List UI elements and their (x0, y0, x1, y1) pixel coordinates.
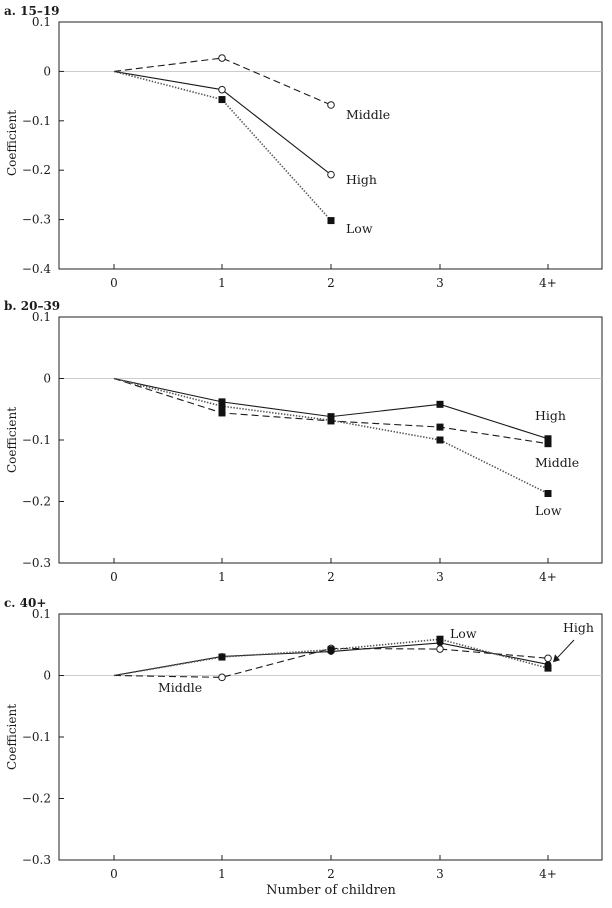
panel-b-y-tick-label: 0 (43, 372, 51, 386)
panel-c-series-low-point (218, 653, 226, 661)
panel-c-high-arrow-shaft (555, 639, 575, 660)
panel-b-series-middle-point (436, 423, 444, 431)
panel-a-x-tick-label: 2 (327, 276, 335, 290)
panel-c-series-low-line (113, 638, 549, 677)
panel-c-series-low-point (544, 664, 552, 672)
panel-a-frame (58, 21, 603, 270)
y-axis-label-panel-b: Coefficient (5, 407, 19, 473)
panel-a-series-middle-label: Middle (346, 107, 390, 122)
panel-b-x-tick-label: 2 (327, 570, 335, 584)
panel-c-y-tick-label: −0.2 (22, 792, 51, 806)
panel-a-y-tick-label: −0.4 (22, 262, 52, 276)
panel-c-y-tick-label: 0.1 (32, 607, 51, 621)
panel-b-series-middle-point (544, 440, 552, 448)
panel-b-series-high-label: High (535, 408, 566, 423)
panel-a-y-tick-label: −0.3 (22, 213, 51, 227)
panel-a-y-tick-label: −0.2 (22, 163, 51, 177)
panel-c-series-low-point (327, 646, 335, 654)
panel-a-x-tick-label: 4+ (539, 276, 557, 290)
panel-b-series-middle-line (113, 377, 549, 445)
panel-a-series-middle-point (327, 101, 335, 109)
panel-b-series-low-point (218, 402, 226, 410)
panel-c-title: c. 40+ (4, 596, 46, 610)
panel-c-y-tick-label: −0.3 (22, 853, 51, 867)
panel-b-y-tick-label: 0.1 (32, 310, 51, 324)
panel-b-series-high-line (113, 377, 549, 440)
panel-a-x-tick-label: 0 (110, 276, 118, 290)
panel-c-series-low-label: Low (450, 626, 477, 641)
panel-c-x-tick-label: 1 (218, 867, 226, 881)
panel-b-y-tick-label: −0.3 (22, 556, 51, 570)
panel-a-title: a. 15–19 (4, 4, 60, 18)
panel-a-y-tick-label: 0.1 (32, 15, 51, 29)
panel-b-series-low-label: Low (535, 503, 562, 518)
panel-b-title: b. 20–39 (4, 299, 60, 313)
panel-b-series-high-point (327, 413, 335, 421)
panel-b-y-tick-label: −0.2 (22, 495, 51, 509)
panel-a-series-high-point (327, 170, 335, 179)
panel-b-x-tick-label: 3 (436, 570, 444, 584)
panel-c-series-middle-point (218, 673, 226, 682)
panel-a-y-tick-label: −0.1 (22, 114, 51, 128)
panel-c-series-middle-point (436, 645, 444, 653)
panel-c-high-arrow-head (553, 654, 560, 663)
y-axis-label-panel-a: Coefficient (5, 110, 19, 176)
panel-a-series-low-label: Low (346, 221, 373, 236)
y-axis-label-panel-c: Coefficient (5, 704, 19, 770)
panel-b-x-tick-label: 0 (110, 570, 118, 584)
panel-b-x-tick-label: 1 (218, 570, 226, 584)
panel-b-series-middle-point (218, 409, 226, 417)
panel-a-series-low-point (218, 96, 226, 104)
panel-a-series-low-point (327, 217, 335, 225)
x-axis-label: Number of children (266, 883, 396, 898)
panel-a-series-high-point (218, 85, 226, 94)
panel-b-series-high-point (218, 398, 226, 406)
panel-a-x-tick-label: 1 (218, 276, 226, 290)
panel-c-x-tick-label: 0 (110, 867, 118, 881)
panel-b-series-middle-label: Middle (535, 455, 579, 470)
panel-a-y-tick-label: 0 (43, 64, 51, 78)
panel-b-series-low-point (327, 416, 335, 424)
panel-c-y-tick-label: 0 (43, 669, 51, 683)
panel-c-y-tick-label: −0.1 (22, 730, 51, 744)
panel-c-x-tick-label: 2 (327, 867, 335, 881)
panel-b-series-low-line (113, 377, 549, 495)
panel-b-series-high-point (544, 435, 552, 443)
panel-c-series-middle-label: Middle (158, 680, 202, 695)
panel-c-x-tick-label: 4+ (539, 867, 557, 881)
panel-c-series-high-label: High (563, 620, 594, 635)
panel-a-series-high-label: High (346, 172, 377, 187)
panel-b-series-low-point (544, 490, 552, 498)
panel-b-series-low-point (436, 436, 444, 444)
panel-c-series-low-point (436, 635, 444, 643)
panel-b-series-high-point (436, 400, 444, 408)
panel-a-series-middle-point (218, 54, 226, 62)
panel-b-y-tick-label: −0.1 (22, 433, 51, 447)
panel-c-series-middle-point (544, 654, 552, 663)
panel-a-series-middle-line (113, 57, 332, 106)
panel-c-x-tick-label: 3 (436, 867, 444, 881)
panel-a-series-low-line (113, 70, 332, 222)
panel-b-x-tick-label: 4+ (539, 570, 557, 584)
panel-a-x-tick-label: 3 (436, 276, 444, 290)
